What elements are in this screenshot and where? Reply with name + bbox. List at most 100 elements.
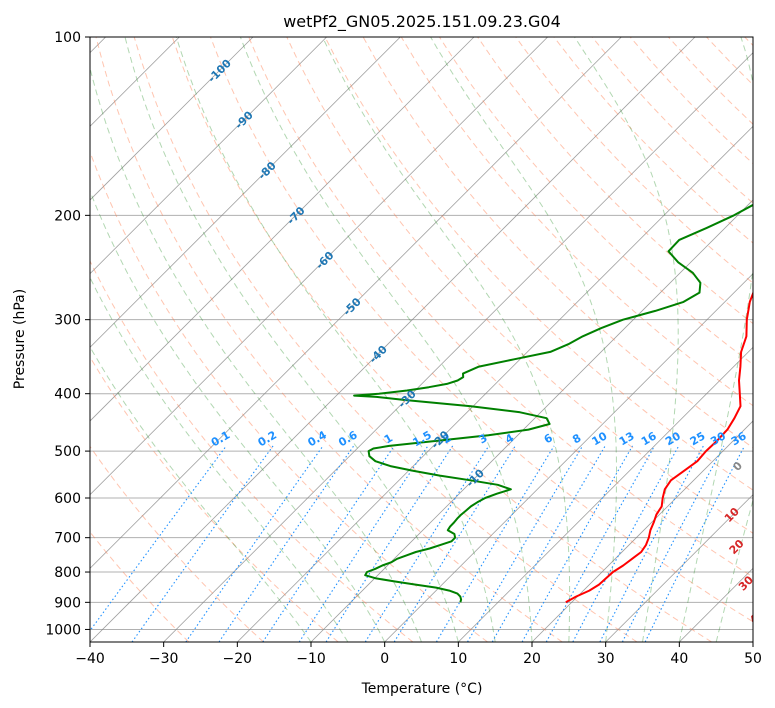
temperature-line (565, 290, 753, 604)
y-tick-label: 300 (54, 313, 81, 329)
isotherm-line (90, 37, 696, 642)
moist-adiabat-line (90, 345, 312, 642)
moist-adiabat-line (175, 37, 496, 642)
isotherm-label: -10 (464, 466, 487, 489)
dry-adiabat-line (90, 531, 190, 642)
line-labels: 0.1 0.2 0.4 0.6 1 1.5 2 3 4 6 8 10 13 16 20 25 30 36-100-… (205, 57, 767, 627)
isotherm-label: -100 (205, 57, 234, 86)
dry-adiabat-line (90, 150, 488, 642)
mixing-ratio-line (90, 445, 227, 632)
mixing-ratio-label: 3 (476, 431, 489, 446)
x-tick-label: −20 (223, 651, 253, 667)
dry-adiabat-line (286, 37, 753, 534)
moist-adiabat-line (90, 276, 349, 642)
isotherm-line (605, 494, 753, 642)
y-tick-label: 600 (54, 491, 81, 507)
y-tick-label: 200 (54, 208, 81, 224)
dry-adiabat-line (324, 37, 753, 491)
y-tick-label: 500 (54, 444, 81, 460)
mixing-ratio-line (262, 445, 395, 642)
x-axis-label: Temperature (°C) (361, 681, 483, 697)
isotherm-label: -20 (429, 428, 452, 451)
isotherm-label: -50 (341, 295, 364, 318)
dry-adiabat-line (744, 37, 753, 47)
mixing-ratio-line (364, 445, 490, 642)
axes: −40 −30 −20 −10 0 10 20 30 40 5010020030040050060… (45, 30, 762, 667)
profile-lines (353, 203, 753, 604)
x-tick-label: 0 (380, 651, 389, 667)
plot-frame (89, 36, 754, 643)
dry-adiabat-line (248, 37, 753, 578)
mixing-ratio-line (644, 445, 746, 642)
mixing-ratio-label: 0.2 (256, 428, 279, 449)
mixing-ratio-line (393, 445, 516, 642)
y-tick-label: 700 (54, 531, 81, 547)
dry-adiabat-line (133, 37, 638, 642)
moist-adiabat-line (322, 37, 571, 642)
mixing-ratio-label: 1.5 (410, 428, 433, 449)
mixing-ratio-line (545, 445, 656, 642)
x-tick-label: −10 (296, 651, 326, 667)
isotherm-line (163, 52, 753, 642)
dry-adiabat-label: 40 (747, 606, 767, 626)
moist-adiabat-line (239, 37, 533, 642)
dry-adiabat-label: 10 (722, 505, 742, 525)
mixing-ratio-line (572, 445, 680, 642)
moist-adiabat-line (678, 37, 753, 642)
chart-title: wetPf2_GN05.2025.151.09.23.G04 (283, 12, 561, 32)
mixing-ratio-line (325, 445, 454, 642)
moist-adiabat-line (715, 498, 753, 642)
isotherm-line (384, 273, 753, 642)
mixing-ratio-label: 1 (382, 431, 395, 446)
y-tick-label: 1000 (45, 622, 81, 638)
mixing-ratio-line (218, 445, 355, 642)
moist-adiabat-line (574, 37, 679, 642)
isotherm-line (90, 37, 548, 496)
x-tick-label: 20 (523, 651, 541, 667)
background-lines (90, 37, 753, 642)
isotherm-line (90, 37, 475, 422)
mixing-ratio-label: 0.4 (306, 428, 330, 449)
mixing-ratio-line (521, 445, 633, 642)
mixing-ratio-line (621, 445, 725, 642)
moist-adiabat-line (90, 65, 422, 642)
isotherm-label: -80 (256, 159, 279, 182)
isotherm-line (90, 37, 401, 348)
mixing-ratio-label: 10 (590, 429, 610, 448)
isotherm-line (310, 199, 753, 642)
isotherm-line (90, 37, 327, 275)
mixing-ratio-label: 25 (688, 429, 708, 448)
y-tick-label: 100 (54, 30, 81, 46)
mixing-ratio-line (298, 445, 429, 642)
dry-adiabat-line (90, 356, 339, 642)
dry-adiabat-line (90, 259, 414, 642)
x-tick-label: −40 (75, 651, 105, 667)
isotherm-line (531, 420, 753, 642)
x-tick-label: 30 (597, 651, 615, 667)
mixing-ratio-label: 8 (570, 431, 583, 446)
moist-adiabat-line (124, 37, 459, 642)
x-tick-label: 10 (449, 651, 467, 667)
dry-adiabat-line (591, 37, 753, 204)
dry-adiabat-label: 20 (727, 537, 747, 557)
x-tick-label: 50 (744, 651, 762, 667)
dry-adiabat-line (210, 37, 753, 623)
isotherm-label: -90 (233, 108, 256, 131)
isotherm-label: -70 (284, 204, 307, 227)
isotherm-line (237, 125, 753, 642)
mixing-ratio-line (435, 445, 555, 642)
dry-adiabat-line (668, 37, 753, 125)
isotherm-line (90, 37, 622, 569)
isotherm-line (679, 567, 753, 642)
y-tick-label: 400 (54, 387, 81, 403)
dry-adiabat-label: 0 (730, 459, 745, 474)
mixing-ratio-line (467, 445, 584, 642)
isotherm-line (458, 346, 753, 642)
dewpoint-line (353, 203, 753, 603)
y-tick-label: 900 (54, 595, 81, 611)
isotherm-line (90, 37, 254, 201)
isotherm-line (752, 641, 753, 642)
dry-adiabat-line (515, 37, 753, 284)
moist-adiabat-line (430, 37, 617, 642)
isotherm-label: -60 (313, 249, 336, 272)
